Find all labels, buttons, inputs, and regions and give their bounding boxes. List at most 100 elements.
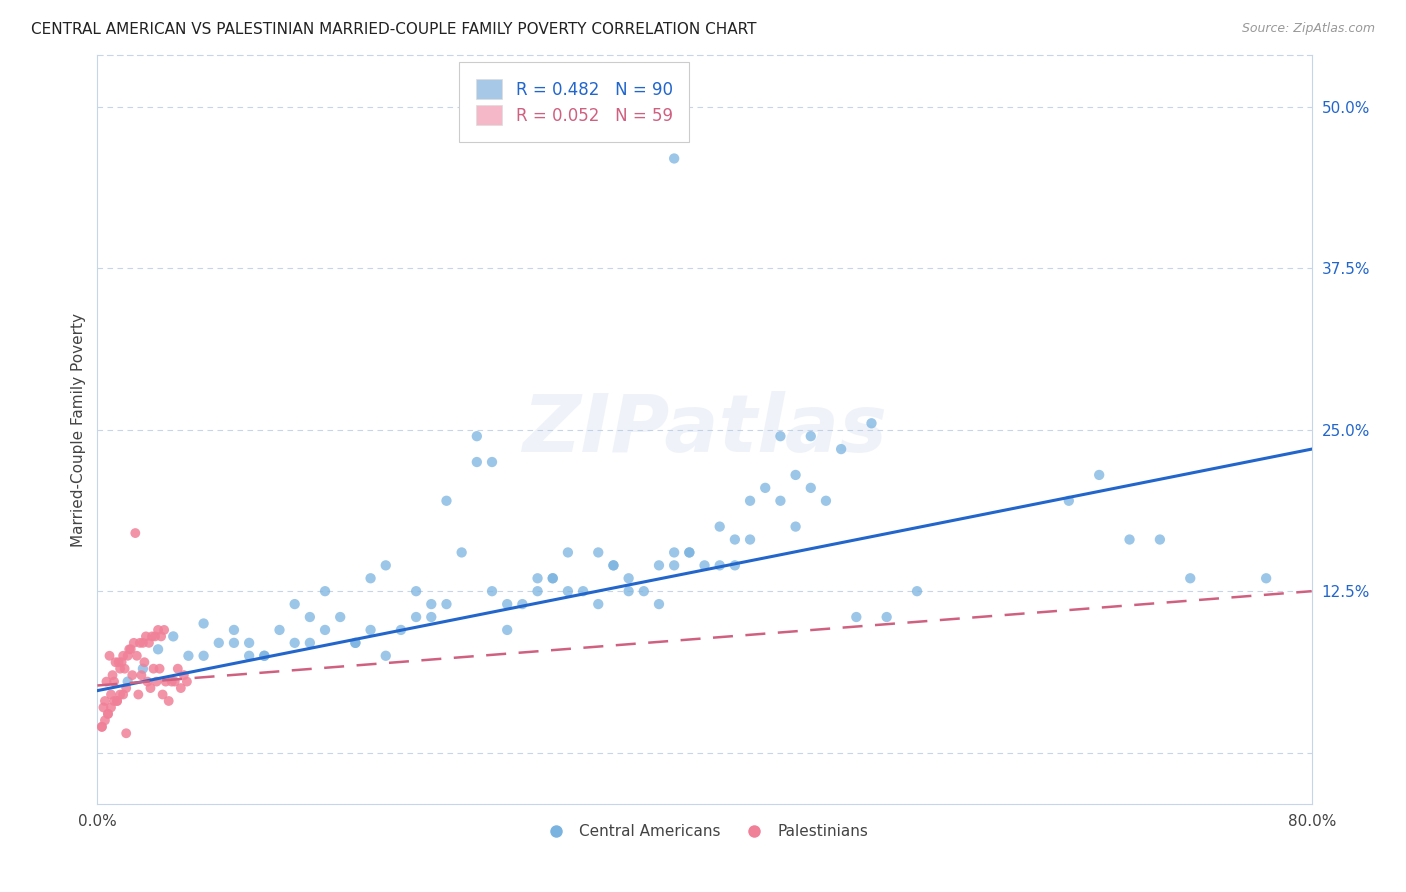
Point <box>314 623 336 637</box>
Point <box>633 584 655 599</box>
Point <box>162 629 184 643</box>
Point <box>94 714 117 728</box>
Point <box>329 610 352 624</box>
Point <box>112 648 135 663</box>
Point <box>117 648 139 663</box>
Text: Source: ZipAtlas.com: Source: ZipAtlas.com <box>1241 22 1375 36</box>
Legend: Central Americans, Palestinians: Central Americans, Palestinians <box>534 818 875 846</box>
Point <box>284 636 307 650</box>
Point <box>512 597 534 611</box>
Point <box>284 597 307 611</box>
Point <box>557 584 579 599</box>
Point <box>481 584 503 599</box>
Point <box>146 642 169 657</box>
Point <box>105 694 128 708</box>
Point <box>108 688 131 702</box>
Point <box>139 681 162 695</box>
Point <box>738 493 761 508</box>
Point <box>588 597 610 611</box>
Point <box>146 623 169 637</box>
Point <box>269 623 291 637</box>
Point <box>128 636 150 650</box>
Point <box>344 636 367 650</box>
Point <box>496 623 519 637</box>
Point <box>108 662 131 676</box>
Point <box>314 584 336 599</box>
Point <box>724 558 747 573</box>
Point <box>103 674 125 689</box>
Point <box>107 655 129 669</box>
Point <box>588 545 610 559</box>
Point <box>193 616 215 631</box>
Point <box>785 519 807 533</box>
Point <box>541 571 564 585</box>
Point <box>238 636 260 650</box>
Point <box>405 584 427 599</box>
Y-axis label: Married-Couple Family Poverty: Married-Couple Family Poverty <box>72 313 86 547</box>
Point <box>876 610 898 624</box>
Point <box>617 571 640 585</box>
Point <box>145 674 167 689</box>
Point <box>118 642 141 657</box>
Point <box>115 726 138 740</box>
Point <box>374 558 396 573</box>
Point <box>1057 493 1080 508</box>
Point <box>103 694 125 708</box>
Point <box>465 455 488 469</box>
Point <box>101 668 124 682</box>
Point <box>481 455 503 469</box>
Point <box>496 597 519 611</box>
Point <box>662 152 685 166</box>
Point <box>389 623 412 637</box>
Point <box>709 519 731 533</box>
Point <box>96 674 118 689</box>
Point <box>152 688 174 702</box>
Point <box>170 681 193 695</box>
Point <box>724 533 747 547</box>
Point <box>1180 571 1202 585</box>
Point <box>121 668 143 682</box>
Point <box>149 662 172 676</box>
Point <box>602 558 624 573</box>
Point <box>138 636 160 650</box>
Point <box>150 629 173 643</box>
Point <box>814 493 837 508</box>
Point <box>114 662 136 676</box>
Point <box>1256 571 1278 585</box>
Point <box>142 662 165 676</box>
Point <box>436 493 458 508</box>
Point <box>122 636 145 650</box>
Point <box>253 648 276 663</box>
Point <box>800 481 823 495</box>
Point <box>526 571 548 585</box>
Point <box>111 655 134 669</box>
Point <box>678 545 700 559</box>
Point <box>98 648 121 663</box>
Point <box>153 623 176 637</box>
Point <box>90 720 112 734</box>
Point <box>97 706 120 721</box>
Point <box>136 674 159 689</box>
Point <box>541 571 564 585</box>
Point <box>602 558 624 573</box>
Point <box>662 558 685 573</box>
Point <box>132 636 155 650</box>
Point <box>1118 533 1140 547</box>
Point <box>298 610 321 624</box>
Point <box>163 674 186 689</box>
Point <box>344 636 367 650</box>
Text: ZIPatlas: ZIPatlas <box>522 391 887 468</box>
Point <box>662 545 685 559</box>
Point <box>405 610 427 624</box>
Point <box>160 674 183 689</box>
Point <box>465 429 488 443</box>
Point <box>436 597 458 611</box>
Point <box>222 636 245 650</box>
Point <box>135 629 157 643</box>
Point <box>526 584 548 599</box>
Point <box>125 648 148 663</box>
Point <box>208 636 231 650</box>
Point <box>90 720 112 734</box>
Point <box>769 429 792 443</box>
Point <box>678 545 700 559</box>
